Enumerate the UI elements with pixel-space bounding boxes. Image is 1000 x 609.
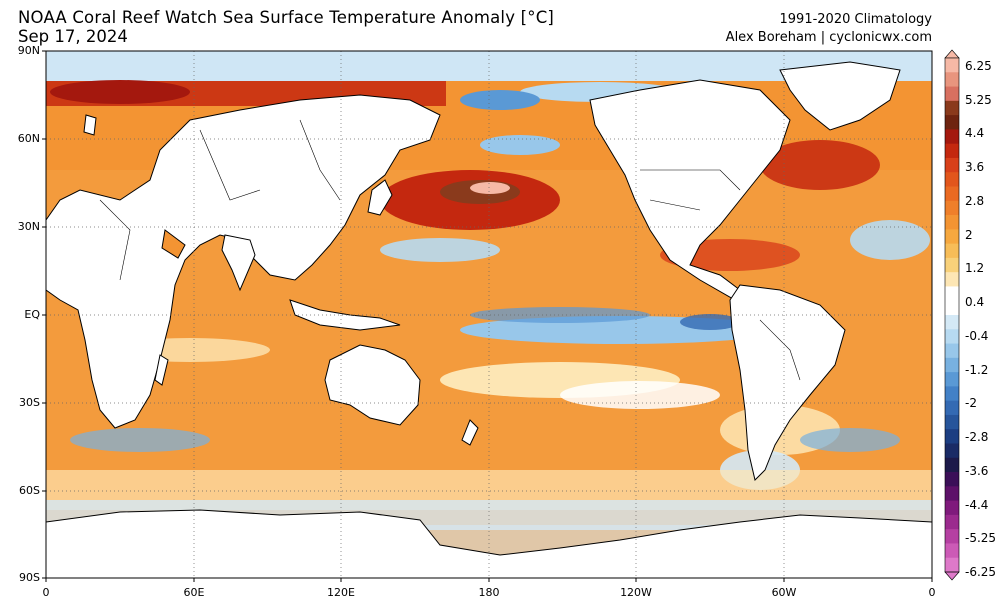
- colorbar-min-arrow: [944, 571, 960, 581]
- colorbar-swatch: [945, 243, 959, 259]
- colorbar-swatch: [945, 429, 959, 444]
- colorbar-swatch: [945, 272, 959, 287]
- colorbar-swatch: [945, 329, 959, 344]
- greenland-land: [779, 61, 901, 131]
- antarctica-land: [46, 509, 932, 578]
- colorbar-label: -1.2: [965, 362, 989, 377]
- colorbar-label: -2: [965, 396, 977, 411]
- colorbar-swatch: [945, 300, 959, 316]
- colorbar-swatch: [945, 86, 959, 102]
- credit-label: Alex Boreham | cyclonicwx.com: [725, 30, 932, 45]
- colorbar-swatch: [945, 386, 959, 402]
- lat-label-eq: EQ: [24, 308, 40, 321]
- colorbar-swatch: [945, 157, 959, 173]
- colorbar-swatch: [945, 100, 959, 116]
- colorbar-swatch: [945, 357, 959, 373]
- colorbar-label: -6.25: [965, 565, 997, 579]
- colorbar-swatch: [945, 172, 959, 187]
- colorbar-label: -3.6: [965, 463, 989, 478]
- colorbar-swatch: [945, 229, 959, 245]
- colorbar-swatch: [945, 286, 959, 302]
- colorbar-label: 0.4: [965, 295, 985, 310]
- colorbar-swatch: [945, 257, 959, 273]
- lon-label-120e: 120E: [327, 586, 355, 599]
- colorbar-swatch: [945, 443, 959, 459]
- colorbar-label: 2.8: [965, 193, 985, 208]
- colorbar-swatch: [945, 500, 959, 516]
- lat-label-60s: 60S: [19, 484, 40, 497]
- eurasia-africa-land: [46, 94, 441, 429]
- colorbar-swatch: [945, 115, 959, 130]
- colorbar-swatch: [945, 343, 959, 359]
- colorbar-swatch: [945, 58, 959, 73]
- uk-land: [83, 114, 97, 136]
- map-panel: [46, 51, 932, 578]
- colorbar-swatch: [945, 472, 959, 487]
- map-date: Sep 17, 2024: [18, 27, 128, 46]
- indonesia-land: [289, 299, 401, 331]
- new-zealand-land: [461, 419, 479, 446]
- colorbar-label: -2.8: [965, 430, 989, 445]
- lat-label-60n: 60N: [17, 132, 40, 145]
- colorbar-label: -4.4: [965, 497, 989, 512]
- colorbar-label: 5.25: [965, 92, 992, 107]
- map-title: NOAA Coral Reef Watch Sea Surface Temper…: [18, 8, 555, 27]
- colorbar-swatch: [945, 143, 959, 159]
- lat-label-30n: 30N: [17, 220, 40, 233]
- colorbar-label: 2: [965, 227, 973, 242]
- colorbar-label: 6.25: [965, 59, 992, 73]
- colorbar-label: 1.2: [965, 261, 985, 276]
- lon-label-60w: 60W: [771, 586, 797, 599]
- lat-label-90s: 90S: [19, 571, 40, 584]
- colorbar-swatch: [945, 457, 959, 473]
- colorbar-swatch: [945, 186, 959, 202]
- colorbar-swatch: [945, 486, 959, 502]
- colorbar-swatch: [945, 372, 959, 387]
- japan-land: [367, 179, 393, 216]
- lon-label-0: 0: [42, 586, 50, 599]
- colorbar-swatch: [945, 315, 959, 330]
- south-america-land: [729, 284, 846, 481]
- australia-land: [324, 344, 421, 426]
- axis-ticks: [42, 50, 933, 582]
- colorbar-swatch: [945, 514, 959, 530]
- lon-label-60e: 60E: [183, 586, 205, 599]
- colorbar-label: 3.6: [965, 160, 985, 175]
- lon-label-0-east: 0: [928, 586, 936, 599]
- country-borders: [99, 119, 801, 381]
- colorbar-swatch: [945, 215, 959, 230]
- colorbar-label: -0.4: [965, 328, 989, 343]
- colorbar-swatch: [945, 529, 959, 544]
- lon-label-180: 180: [478, 586, 500, 599]
- colorbar-swatch: [945, 557, 959, 573]
- colorbar-swatch: [945, 200, 959, 216]
- north-america-land: [589, 79, 791, 301]
- climatology-label: 1991-2020 Climatology: [779, 12, 932, 27]
- colorbar-swatch: [945, 414, 959, 430]
- colorbar-frame: [944, 57, 960, 573]
- colorbar-swatch: [945, 72, 959, 87]
- colorbar-swatch: [945, 400, 959, 416]
- colorbar-swatch: [945, 543, 959, 559]
- lat-label-30s: 30S: [19, 396, 40, 409]
- lon-label-120w: 120W: [620, 586, 652, 599]
- colorbar: [944, 49, 960, 581]
- colorbar-label: 4.4: [965, 126, 985, 141]
- colorbar-label: -5.25: [965, 531, 997, 546]
- madagascar-land: [154, 354, 169, 386]
- colorbar-max-arrow: [944, 49, 960, 59]
- land-masses: [46, 61, 932, 578]
- india-land: [221, 234, 256, 292]
- colorbar-swatch: [945, 129, 959, 145]
- lat-label-90n: 90N: [17, 44, 40, 57]
